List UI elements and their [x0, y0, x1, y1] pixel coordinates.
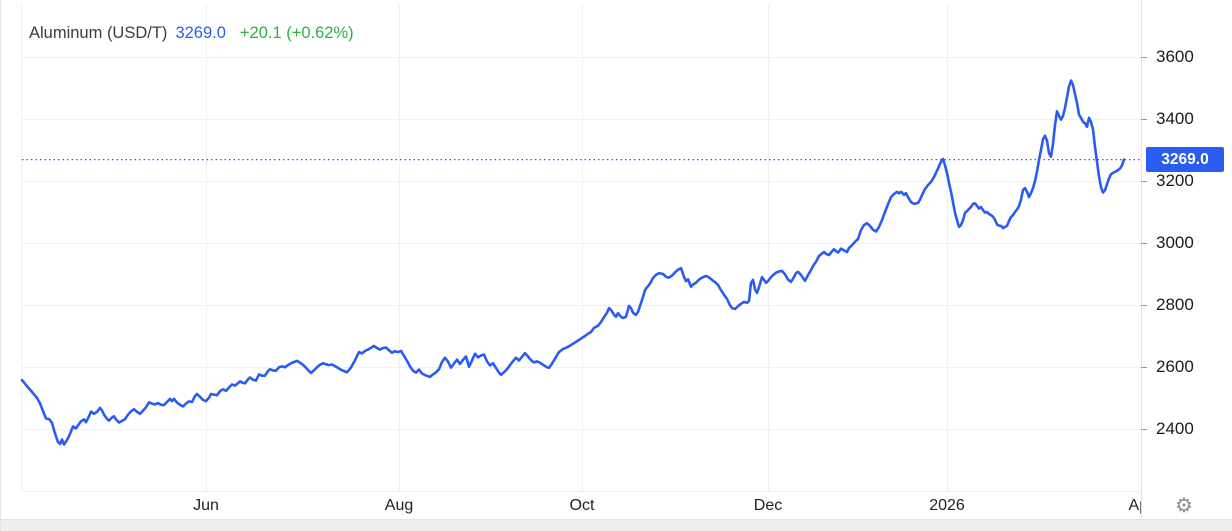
y-axis-tick-mark — [1141, 305, 1147, 306]
x-axis-tick-label: Oct — [569, 497, 595, 514]
y-axis-border — [1141, 0, 1142, 519]
y-axis-tick-label: 3000 — [1156, 233, 1194, 252]
bottom-divider-strip — [1, 519, 1232, 531]
y-axis-tick-label: 2800 — [1156, 295, 1194, 314]
y-axis-tick-label: 2400 — [1156, 419, 1194, 438]
chart-settings-gear-icon[interactable]: ⚙ — [1171, 493, 1197, 519]
y-axis-tick-mark — [1141, 429, 1147, 430]
price-line-plot-area[interactable] — [1, 0, 1141, 519]
y-axis-tick-mark — [1141, 57, 1147, 58]
y-axis-tick-label: 3400 — [1156, 109, 1194, 128]
current-price-badge: 3269.0 — [1146, 147, 1224, 173]
x-axis-tick-label: Dec — [753, 497, 783, 514]
x-axis-tick-label: 2026 — [929, 497, 965, 514]
chart-header: Aluminum (USD/T) 3269.0 +20.1 (+0.62%) — [29, 24, 354, 43]
y-axis-tick-mark — [1141, 367, 1147, 368]
chart-title: Aluminum (USD/T) — [29, 24, 168, 42]
x-axis: Jun Aug Oct Dec 2026 Apr — [1, 494, 1141, 519]
price-line-series — [20, 79, 1126, 446]
y-axis-tick-label: 3200 — [1156, 171, 1194, 190]
x-axis-tick-label: Aug — [384, 497, 414, 514]
y-axis-tick-label: 3600 — [1156, 47, 1194, 66]
y-axis-tick-mark — [1141, 243, 1147, 244]
y-axis-tick-mark — [1141, 181, 1147, 182]
x-axis-tick-label: Jun — [193, 497, 219, 514]
y-axis-tick-label: 2600 — [1156, 357, 1194, 376]
y-axis-tick-mark — [1141, 119, 1147, 120]
chart-price-change: +20.1 (+0.62%) — [239, 24, 354, 42]
x-axis-tick-label: Apr — [1128, 497, 1141, 514]
chart-last-price: 3269.0 — [175, 24, 226, 42]
